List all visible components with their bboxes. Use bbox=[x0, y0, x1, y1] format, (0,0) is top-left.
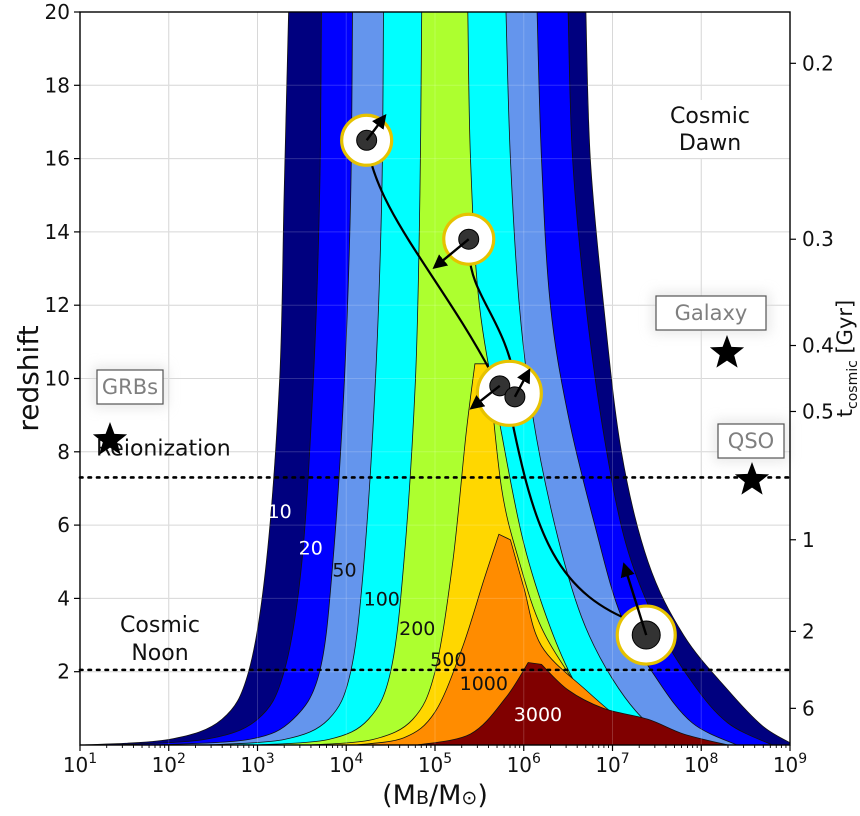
cosmic-dawn-label-line2: Dawn bbox=[679, 131, 741, 156]
x-tick-label: 104 bbox=[329, 751, 363, 777]
black-hole-2 bbox=[442, 212, 496, 266]
contour-label-3000: 3000 bbox=[514, 704, 562, 726]
contour-label-1000: 1000 bbox=[460, 673, 508, 695]
contour-label-10: 10 bbox=[268, 501, 292, 523]
y2-tick-label: 2 bbox=[802, 619, 815, 643]
y-tick-label: 14 bbox=[45, 220, 70, 244]
x-tick-label: 103 bbox=[240, 751, 274, 777]
cosmic-noon-label-line1: Cosmic bbox=[120, 613, 200, 638]
reference-lines bbox=[78, 476, 792, 672]
x-tick-label: 108 bbox=[684, 751, 718, 777]
black-hole-markers bbox=[340, 113, 677, 666]
y-tick-label: 16 bbox=[45, 147, 70, 171]
contour-band-3000 bbox=[417, 662, 728, 745]
contour-band-200 bbox=[257, 12, 640, 745]
cosmic-dawn-label-line1: Cosmic bbox=[670, 104, 750, 129]
marker-label-box bbox=[96, 369, 164, 405]
merger-path-1 bbox=[365, 140, 493, 375]
x-tick-label: 107 bbox=[595, 751, 629, 777]
y-tick-label: 12 bbox=[45, 293, 70, 317]
spin-arrow-2 bbox=[432, 238, 470, 270]
star-marker-galaxy bbox=[709, 335, 745, 368]
x-tick-label: 105 bbox=[418, 751, 452, 777]
x-tick-label: 106 bbox=[507, 751, 541, 777]
spin-arrow-1 bbox=[365, 113, 387, 141]
contour-bands bbox=[80, 12, 790, 745]
star-marker-grbs bbox=[92, 422, 128, 455]
object-markers: GRBs Galaxy QSO bbox=[92, 292, 788, 495]
x-tick-label: 109 bbox=[773, 751, 807, 777]
contour-label-100: 100 bbox=[364, 589, 400, 611]
marker-label-box bbox=[655, 295, 767, 331]
y-axis-label: redshift bbox=[12, 325, 45, 431]
star-marker-qso bbox=[734, 462, 770, 495]
y2-tick-label: 0.2 bbox=[802, 51, 834, 75]
x-tick-label: 101 bbox=[63, 751, 97, 777]
x-axis-label: (MB/M⊙) bbox=[382, 780, 488, 811]
y-tick-label: 20 bbox=[45, 0, 70, 24]
y2-tick-label: 0.5 bbox=[802, 399, 834, 423]
contour-label-50: 50 bbox=[332, 559, 356, 581]
y-tick-label: 4 bbox=[57, 586, 70, 610]
y-tick-label: 18 bbox=[45, 73, 70, 97]
spin-arrow-3b bbox=[513, 368, 531, 398]
y-tick-label: 6 bbox=[57, 513, 70, 537]
y2-axis-label: tcosmic [Gyr] bbox=[833, 300, 860, 417]
y2-tick-label: 1 bbox=[802, 528, 815, 552]
x-tick-label: 102 bbox=[152, 751, 186, 777]
contour-band-1000 bbox=[355, 533, 666, 745]
y-tick-label: 2 bbox=[57, 660, 70, 684]
marker-label-galaxy: Galaxy bbox=[675, 301, 748, 325]
cosmic-noon-label-line2: Noon bbox=[131, 641, 188, 666]
merger-path-3 bbox=[507, 404, 643, 627]
y2-tick-label: 0.4 bbox=[802, 334, 834, 358]
spin-arrow-4 bbox=[620, 562, 648, 636]
y2-tick-label: 0.3 bbox=[802, 227, 834, 251]
black-hole-binary bbox=[475, 359, 543, 427]
y2-tick-label: 6 bbox=[802, 696, 815, 720]
marker-label-box bbox=[717, 423, 785, 459]
y-tick-label: 8 bbox=[57, 440, 70, 464]
marker-label-qso: QSO bbox=[728, 429, 774, 453]
cosmic-dawn-backdrop bbox=[652, 100, 768, 158]
contour-label-20: 20 bbox=[299, 537, 323, 559]
y-tick-label: 10 bbox=[45, 367, 70, 391]
contour-label-500: 500 bbox=[430, 649, 466, 671]
contour-label-200: 200 bbox=[399, 618, 435, 640]
axes: 101 102 103 104 105 106 107 108 1092468101214161… bbox=[12, 0, 860, 811]
spin-arrow-3a bbox=[469, 384, 501, 410]
marker-label-grbs: GRBs bbox=[102, 375, 158, 399]
